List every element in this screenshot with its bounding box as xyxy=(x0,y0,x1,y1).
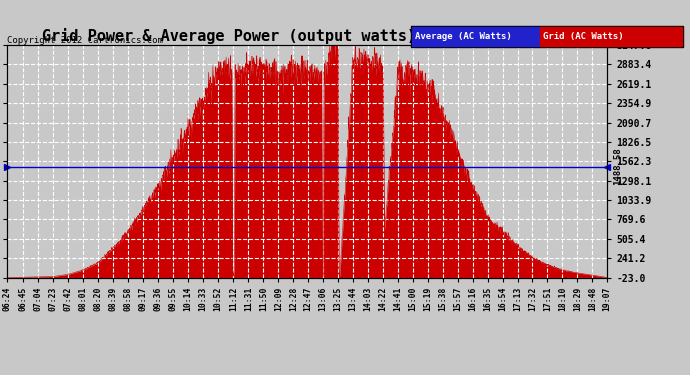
Title: Grid Power & Average Power (output watts)  Thu Sep 6 19:15: Grid Power & Average Power (output watts… xyxy=(42,28,572,44)
Text: Average (AC Watts): Average (AC Watts) xyxy=(415,32,511,41)
Text: 1488.58: 1488.58 xyxy=(0,148,1,186)
Text: Copyright 2012 Cartronics.com: Copyright 2012 Cartronics.com xyxy=(7,36,163,45)
Text: 1488.58: 1488.58 xyxy=(613,148,622,186)
Text: Grid (AC Watts): Grid (AC Watts) xyxy=(543,32,624,41)
